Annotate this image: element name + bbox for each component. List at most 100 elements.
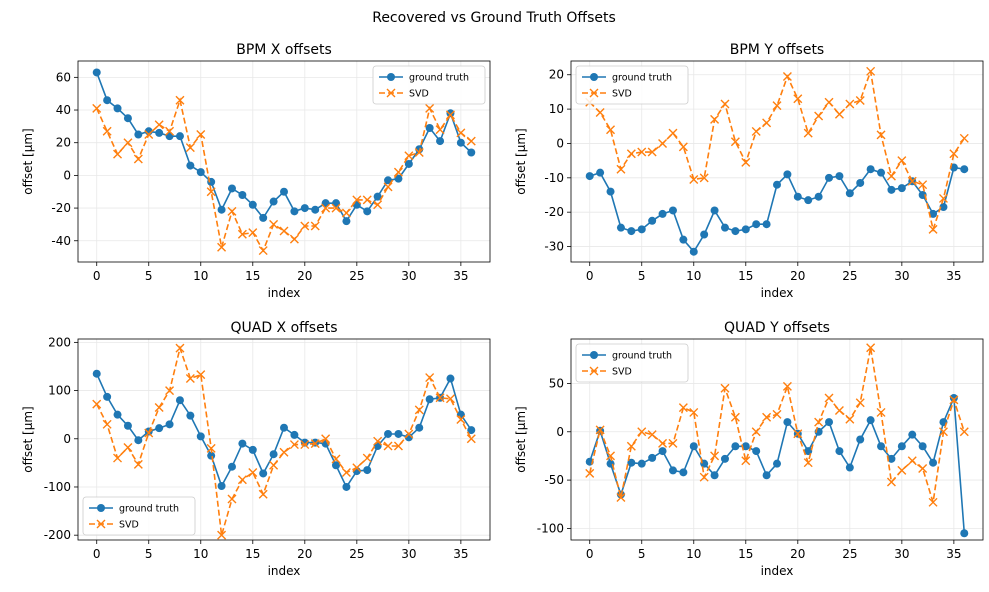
data-point xyxy=(279,226,289,236)
data-point xyxy=(394,429,403,438)
legend-box xyxy=(372,65,486,105)
chart-panel-3: 0 5 10 15 20 25 30 35 -200 -100 0 100 200 QUAD X offs… xyxy=(21,320,491,578)
data-point xyxy=(960,165,969,174)
data-point xyxy=(585,172,594,181)
data-point xyxy=(595,425,605,435)
legend: ground truth SVD xyxy=(575,343,689,383)
data-point xyxy=(699,472,709,482)
x-axis-label: index xyxy=(761,564,794,578)
data-point xyxy=(793,94,803,104)
data-point xyxy=(762,118,772,128)
data-point xyxy=(918,191,927,199)
data-point xyxy=(144,130,154,140)
data-point xyxy=(123,114,132,123)
x-axis-label: index xyxy=(268,286,301,300)
data-point xyxy=(866,165,875,174)
data-point xyxy=(876,407,886,417)
legend-label: ground truth xyxy=(612,351,672,362)
data-point xyxy=(227,206,237,216)
data-point xyxy=(414,405,424,415)
data-point xyxy=(772,409,782,419)
legend-label: SVD xyxy=(612,367,632,378)
data-point xyxy=(762,471,771,480)
data-point xyxy=(341,208,351,218)
y-tick-label: -30 xyxy=(544,240,564,254)
data-point xyxy=(311,205,320,214)
data-point xyxy=(938,193,948,203)
data-point xyxy=(803,128,813,138)
data-point xyxy=(134,436,143,445)
data-point xyxy=(783,418,792,427)
x-tick-label: 20 xyxy=(297,269,312,283)
data-point xyxy=(647,147,657,157)
legend-label: SVD xyxy=(612,89,632,100)
series-ground-truth xyxy=(585,163,969,256)
data-point xyxy=(373,200,383,210)
data-point xyxy=(280,423,288,432)
data-point xyxy=(258,246,268,256)
data-point xyxy=(834,406,844,416)
data-point xyxy=(876,130,886,140)
data-point xyxy=(425,373,435,383)
data-point xyxy=(855,398,865,408)
y-axis-label: offset [μm] xyxy=(21,128,35,194)
data-point xyxy=(290,430,299,439)
legend-swatch-marker xyxy=(589,366,599,376)
data-point xyxy=(259,213,268,222)
data-point xyxy=(310,439,320,449)
data-point xyxy=(668,438,678,448)
data-point xyxy=(835,447,844,456)
data-point xyxy=(123,442,133,452)
data-point xyxy=(845,463,854,472)
data-point xyxy=(929,458,938,467)
legend: ground truth SVD xyxy=(575,65,689,105)
data-point xyxy=(751,126,761,136)
data-point xyxy=(207,451,216,460)
y-tick-label: -40 xyxy=(51,234,71,248)
data-point xyxy=(186,161,195,170)
data-point xyxy=(467,148,476,157)
data-point xyxy=(960,529,969,538)
data-point xyxy=(290,207,299,216)
data-point xyxy=(185,143,195,153)
data-point xyxy=(731,227,740,236)
data-point xyxy=(123,138,133,148)
y-axis-label: offset [μm] xyxy=(21,406,35,472)
data-point xyxy=(897,442,906,451)
legend-label: SVD xyxy=(409,89,429,100)
data-point xyxy=(165,126,175,136)
legend-label: ground truth xyxy=(119,504,179,515)
data-point xyxy=(720,223,729,232)
x-tick-label: 35 xyxy=(946,547,961,561)
y-tick-label: 0 xyxy=(63,168,71,182)
legend-swatch-marker xyxy=(590,351,598,359)
data-point xyxy=(186,411,195,420)
data-point xyxy=(928,224,938,234)
data-point xyxy=(165,386,175,396)
data-point xyxy=(342,217,351,226)
data-point xyxy=(825,173,834,182)
x-tick-label: 25 xyxy=(349,269,364,283)
data-point xyxy=(897,184,906,193)
data-point xyxy=(310,221,320,231)
y-tick-label: 20 xyxy=(549,68,564,82)
data-point xyxy=(238,439,247,448)
data-point xyxy=(196,432,205,441)
data-point xyxy=(175,95,185,105)
data-point xyxy=(446,374,455,383)
data-point xyxy=(616,492,626,502)
data-point xyxy=(637,427,647,437)
data-point xyxy=(710,206,719,215)
x-axis-label: index xyxy=(268,564,301,578)
legend: ground truth SVD xyxy=(82,496,196,536)
x-tick-label: 35 xyxy=(453,269,468,283)
legend: ground truth SVD xyxy=(372,65,486,105)
data-point xyxy=(939,203,948,212)
data-point xyxy=(92,399,102,409)
data-point xyxy=(658,138,668,148)
data-point xyxy=(637,147,647,157)
x-tick-label: 25 xyxy=(842,547,857,561)
data-point xyxy=(856,178,865,187)
data-point xyxy=(133,459,143,469)
y-tick-label: 50 xyxy=(549,376,564,390)
